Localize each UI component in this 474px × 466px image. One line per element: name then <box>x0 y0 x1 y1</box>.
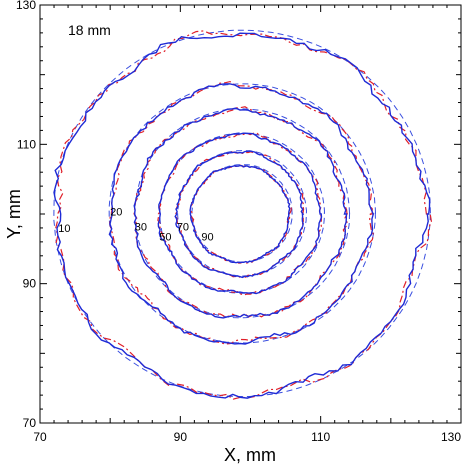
x-tick-label: 110 <box>311 430 330 444</box>
chart-annotation: 18 mm <box>68 22 111 38</box>
contour-solid-20 <box>108 83 375 345</box>
y-axis-label: Y, mm <box>4 189 24 239</box>
contour-label-10: 10 <box>58 223 70 235</box>
y-tick-label: 70 <box>23 416 37 430</box>
y-tick-label: 90 <box>23 277 37 291</box>
contour-solid-30 <box>133 107 348 319</box>
contour-label-70: 70 <box>177 222 189 234</box>
y-tick-label: 130 <box>16 0 36 12</box>
contour-label-30: 30 <box>135 222 147 234</box>
contour-red-10 <box>55 30 433 400</box>
contour-label-20: 20 <box>110 206 122 218</box>
contour-solid-90 <box>189 164 291 264</box>
contour-layer: 10 20 30 50 70 90 <box>53 29 433 400</box>
contour-dashed-50 <box>159 132 326 294</box>
x-tick-label: 90 <box>174 430 188 444</box>
x-axis-label: X, mm <box>224 445 276 465</box>
contour-solid-50 <box>157 132 323 295</box>
contour-dashed-70 <box>177 149 308 277</box>
x-tick-label: 70 <box>33 430 47 444</box>
y-tick-label: 110 <box>17 137 36 151</box>
contour-label-50: 50 <box>159 231 171 243</box>
x-tick-label: 130 <box>441 430 461 444</box>
contour-solid-70 <box>174 150 305 279</box>
contour-dashed-10 <box>53 29 431 397</box>
contour-label-90: 90 <box>201 231 213 243</box>
contour-solid-10 <box>53 32 431 399</box>
plot-frame <box>39 4 462 424</box>
tick-layer: 70 90 110 130 70 90 110 130 <box>16 0 462 444</box>
